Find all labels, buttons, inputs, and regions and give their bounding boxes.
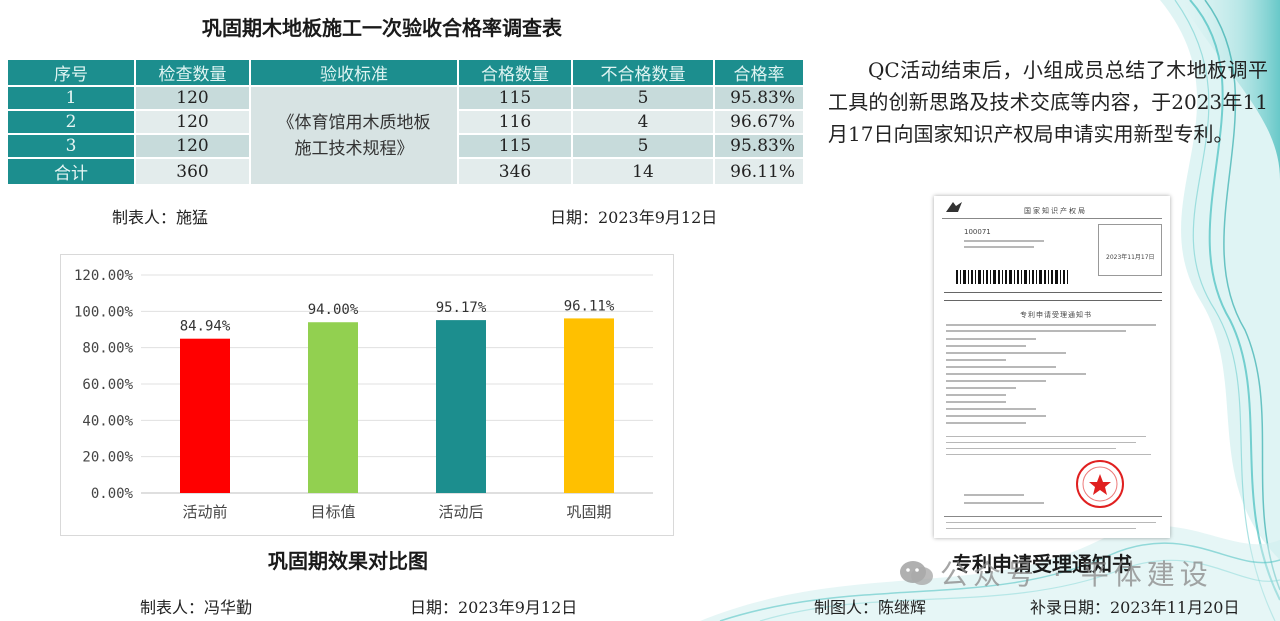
- wechat-icon: [898, 558, 934, 595]
- cell-rate: 96.11%: [715, 159, 803, 184]
- summary-paragraph: QC活动结束后，小组成员总结了木地板调平工具的创新思路及技术交底等内容，于202…: [828, 58, 1268, 146]
- data-label: 95.17%: [436, 300, 487, 316]
- wechat-watermark: 公众号 · 平体建设: [898, 553, 1213, 595]
- cell-no: 2: [8, 111, 134, 133]
- cell-no: 1: [8, 87, 134, 109]
- chart-date: 日期：2023年9月12日: [410, 598, 578, 617]
- bar: [564, 318, 614, 493]
- table-total-row: 合计 360 346 14 96.11%: [8, 159, 803, 184]
- cell-pass: 115: [459, 135, 571, 157]
- table-header-row: 序号 检查数量 验收标准 合格数量 不合格数量 合格率: [8, 60, 803, 85]
- table-title: 巩固期木地板施工一次验收合格率调查表: [202, 16, 562, 40]
- x-tick-label: 目标值: [310, 503, 355, 521]
- data-label: 84.94%: [180, 319, 231, 335]
- data-label: 94.00%: [308, 302, 359, 318]
- header-rate: 合格率: [715, 60, 803, 85]
- standard-line-2: 施工技术规程》: [294, 138, 414, 159]
- table-row: 2 120 116 4 96.67%: [8, 111, 803, 133]
- header-pass: 合格数量: [459, 60, 571, 85]
- cell-rate: 95.83%: [715, 135, 803, 157]
- watermark-text: 公众号 · 平体建设: [940, 558, 1213, 591]
- doc-date-stamp: 2023年11月17日: [1106, 254, 1155, 261]
- cell-qty: 120: [136, 111, 249, 133]
- doc-code: 100071: [964, 228, 991, 236]
- cell-pass: 346: [459, 159, 571, 184]
- bar: [308, 322, 358, 493]
- official-seal-icon: [1076, 460, 1124, 508]
- cell-fail: 5: [573, 87, 713, 109]
- y-tick-label: 100.00%: [74, 304, 134, 320]
- standard-line-1: 《体育馆用木质地板: [277, 112, 431, 133]
- cell-rate: 96.67%: [715, 111, 803, 133]
- cell-fail: 4: [573, 111, 713, 133]
- y-tick-label: 40.00%: [82, 413, 133, 429]
- patent-notice-image: 国家知识产权局 100071 2023年11月17日 专利申请受理通知书: [934, 196, 1170, 538]
- table-row: 3 120 115 5 95.83%: [8, 135, 803, 157]
- bar-chart: 0.00% 20.00% 40.00% 60.00% 80.00% 100.00% 120.…: [74, 268, 653, 521]
- y-tick-label: 80.00%: [82, 341, 133, 357]
- x-tick-label: 活动前: [182, 503, 227, 521]
- header-qty: 检查数量: [136, 60, 249, 85]
- cell-qty: 120: [136, 135, 249, 157]
- y-tick-label: 20.00%: [82, 450, 133, 466]
- bar: [436, 320, 486, 493]
- image-date: 补录日期：2023年11月20日: [1030, 598, 1240, 617]
- chart-title: 巩固期效果对比图: [268, 549, 428, 573]
- cell-fail: 14: [573, 159, 713, 184]
- y-tick-label: 0.00%: [91, 486, 134, 502]
- cell-pass: 115: [459, 87, 571, 109]
- y-tick-label: 60.00%: [82, 377, 133, 393]
- cell-standard: 《体育馆用木质地板 施工技术规程》: [251, 87, 457, 184]
- data-label: 96.11%: [564, 298, 615, 314]
- chart-frame: 0.00% 20.00% 40.00% 60.00% 80.00% 100.00% 120.…: [60, 254, 674, 536]
- doc-title: 专利申请受理通知书: [1020, 311, 1092, 319]
- cell-qty: 120: [136, 87, 249, 109]
- header-fail: 不合格数量: [573, 60, 713, 85]
- header-no: 序号: [8, 60, 134, 85]
- inspection-table: 序号 检查数量 验收标准 合格数量 不合格数量 合格率 1 120 《体育馆用木…: [6, 58, 805, 186]
- table-date: 日期：2023年9月12日: [550, 208, 718, 227]
- patent-caption: 专利申请受理通知书: [952, 552, 1132, 576]
- table-row: 1 120 《体育馆用木质地板 施工技术规程》 115 5 95.83%: [8, 87, 803, 184]
- cnipa-logo-icon: [946, 202, 962, 212]
- cell-no: 3: [8, 135, 134, 157]
- bar: [180, 338, 230, 493]
- x-tick-label: 巩固期: [566, 503, 611, 521]
- barcode-icon: [956, 270, 1068, 284]
- cell-pass: 116: [459, 111, 571, 133]
- cell-fail: 5: [573, 135, 713, 157]
- x-tick-label: 活动后: [438, 503, 483, 521]
- doc-header: 国家知识产权局: [1024, 207, 1087, 215]
- image-maker: 制图人：陈继辉: [814, 598, 927, 617]
- cell-qty: 360: [136, 159, 249, 184]
- chart-maker: 制表人：冯华勤: [140, 598, 253, 617]
- table-maker: 制表人：施猛: [112, 208, 209, 227]
- cell-rate: 95.83%: [715, 87, 803, 109]
- y-tick-label: 120.00%: [74, 268, 134, 284]
- header-standard: 验收标准: [251, 60, 457, 85]
- cell-no: 合计: [8, 159, 134, 184]
